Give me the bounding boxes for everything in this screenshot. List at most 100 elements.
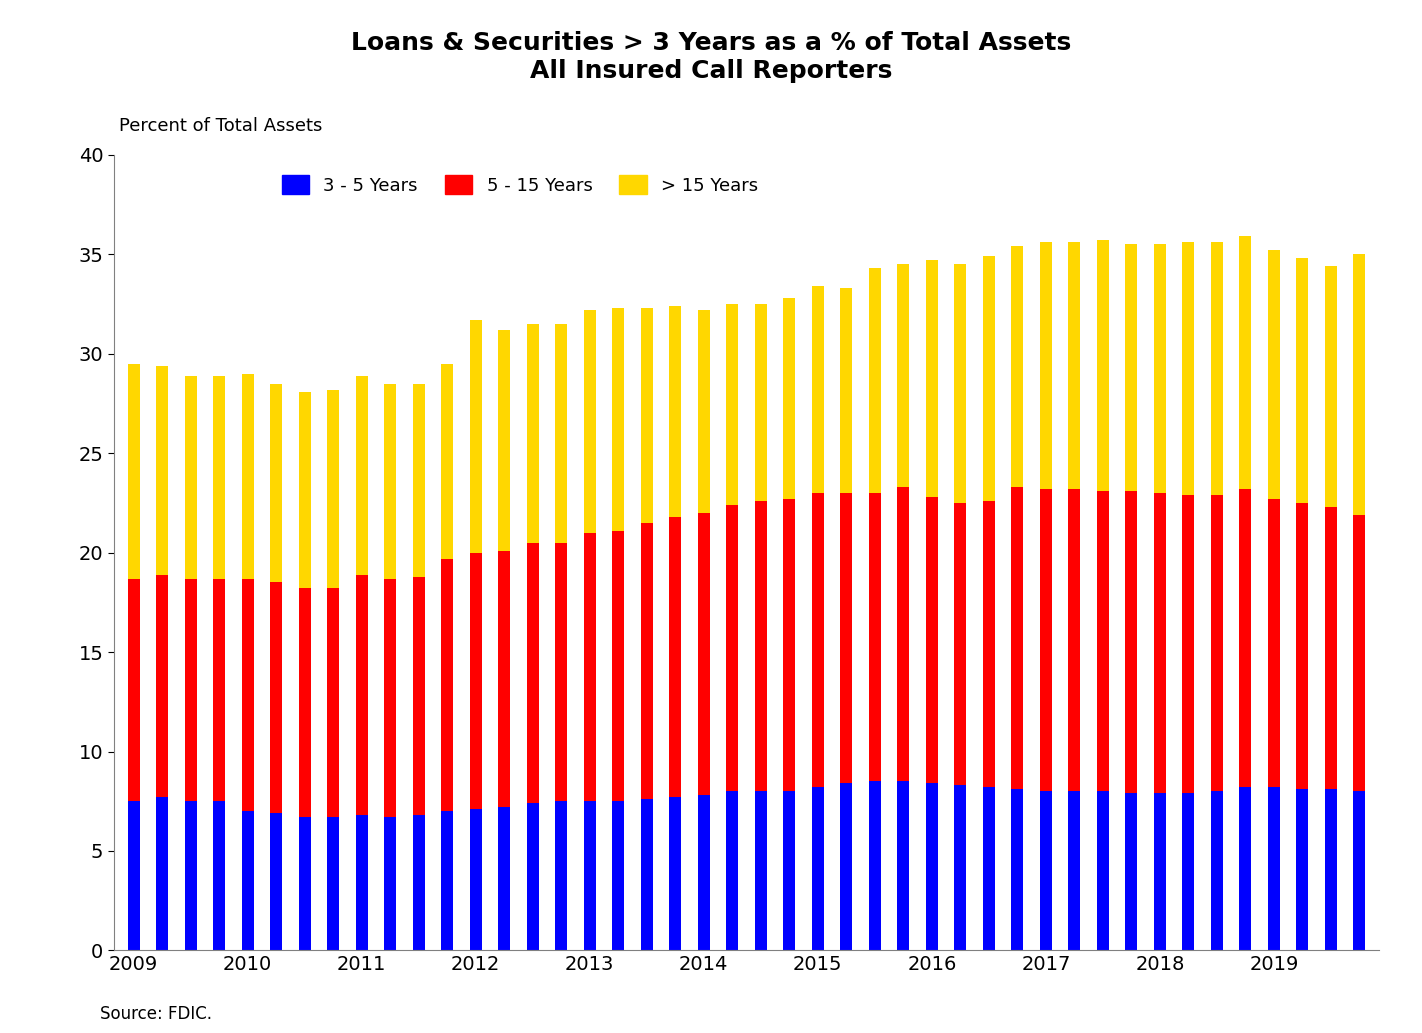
Bar [1325, 789, 1337, 950]
Bar [327, 389, 340, 589]
Bar [1125, 793, 1138, 950]
Bar [356, 815, 368, 950]
Bar [1240, 237, 1251, 489]
Bar [1153, 493, 1166, 793]
Bar [954, 264, 967, 503]
Bar [812, 286, 823, 493]
Bar [270, 813, 282, 950]
Bar [784, 499, 795, 791]
Bar [897, 781, 909, 950]
Bar [727, 304, 738, 505]
Bar [498, 330, 510, 551]
Bar [1325, 267, 1337, 507]
Bar [1096, 241, 1109, 491]
Bar [242, 811, 253, 950]
Bar [670, 306, 681, 516]
Bar [1096, 491, 1109, 791]
Bar [840, 493, 852, 783]
Bar [156, 366, 168, 574]
Bar [1212, 791, 1223, 950]
Bar [213, 802, 225, 950]
Bar [526, 804, 539, 950]
Bar [1011, 487, 1024, 789]
Bar [613, 802, 624, 950]
Bar [1039, 489, 1052, 791]
Bar [1240, 787, 1251, 950]
Bar [498, 807, 510, 950]
Bar [469, 320, 482, 553]
Bar [613, 308, 624, 531]
Bar [812, 787, 823, 950]
Bar [526, 324, 539, 542]
Bar [897, 264, 909, 487]
Bar [270, 583, 282, 813]
Bar [1212, 495, 1223, 791]
Bar [1297, 789, 1308, 950]
Bar [954, 503, 967, 785]
Bar [1068, 243, 1081, 489]
Bar [1268, 250, 1280, 499]
Bar [1125, 491, 1138, 793]
Bar [983, 787, 995, 950]
Bar [384, 578, 397, 817]
Bar [869, 493, 880, 781]
Bar [698, 310, 710, 512]
Bar [469, 553, 482, 809]
Bar [242, 578, 253, 811]
Bar [156, 574, 168, 797]
Bar [299, 392, 311, 589]
Bar [840, 288, 852, 493]
Bar [128, 578, 139, 802]
Bar [784, 299, 795, 499]
Bar [1068, 791, 1081, 950]
Bar [1011, 247, 1024, 487]
Bar [983, 501, 995, 787]
Bar [1240, 489, 1251, 787]
Bar [270, 383, 282, 583]
Bar [384, 817, 397, 950]
Bar [1354, 514, 1365, 791]
Bar [1297, 503, 1308, 789]
Bar [441, 559, 454, 811]
Bar [213, 578, 225, 802]
Bar [641, 800, 653, 950]
Bar [526, 542, 539, 804]
Bar [1182, 793, 1194, 950]
Text: Source: FDIC.: Source: FDIC. [100, 1005, 212, 1023]
Bar [954, 785, 967, 950]
Bar [469, 809, 482, 950]
Bar [1268, 787, 1280, 950]
Bar [584, 802, 596, 950]
Bar [185, 802, 196, 950]
Bar [555, 802, 567, 950]
Bar [356, 376, 368, 574]
Bar [412, 815, 425, 950]
Bar [755, 791, 766, 950]
Bar [1096, 791, 1109, 950]
Bar [555, 542, 567, 802]
Bar [641, 523, 653, 800]
Bar [584, 533, 596, 802]
Bar [242, 374, 253, 578]
Bar [327, 817, 340, 950]
Bar [1125, 245, 1138, 491]
Bar [869, 269, 880, 493]
Bar [1354, 791, 1365, 950]
Bar [1039, 791, 1052, 950]
Bar [356, 574, 368, 815]
Bar [584, 310, 596, 533]
Bar [1153, 245, 1166, 493]
Bar [755, 501, 766, 791]
Bar [926, 260, 939, 497]
Bar [412, 576, 425, 815]
Bar [812, 493, 823, 787]
Bar [926, 783, 939, 950]
Bar [1325, 507, 1337, 789]
Bar [299, 817, 311, 950]
Bar [1268, 499, 1280, 787]
Text: Percent of Total Assets: Percent of Total Assets [119, 117, 323, 135]
Bar [1212, 243, 1223, 495]
Bar [727, 505, 738, 791]
Bar [1297, 258, 1308, 503]
Bar [185, 578, 196, 802]
